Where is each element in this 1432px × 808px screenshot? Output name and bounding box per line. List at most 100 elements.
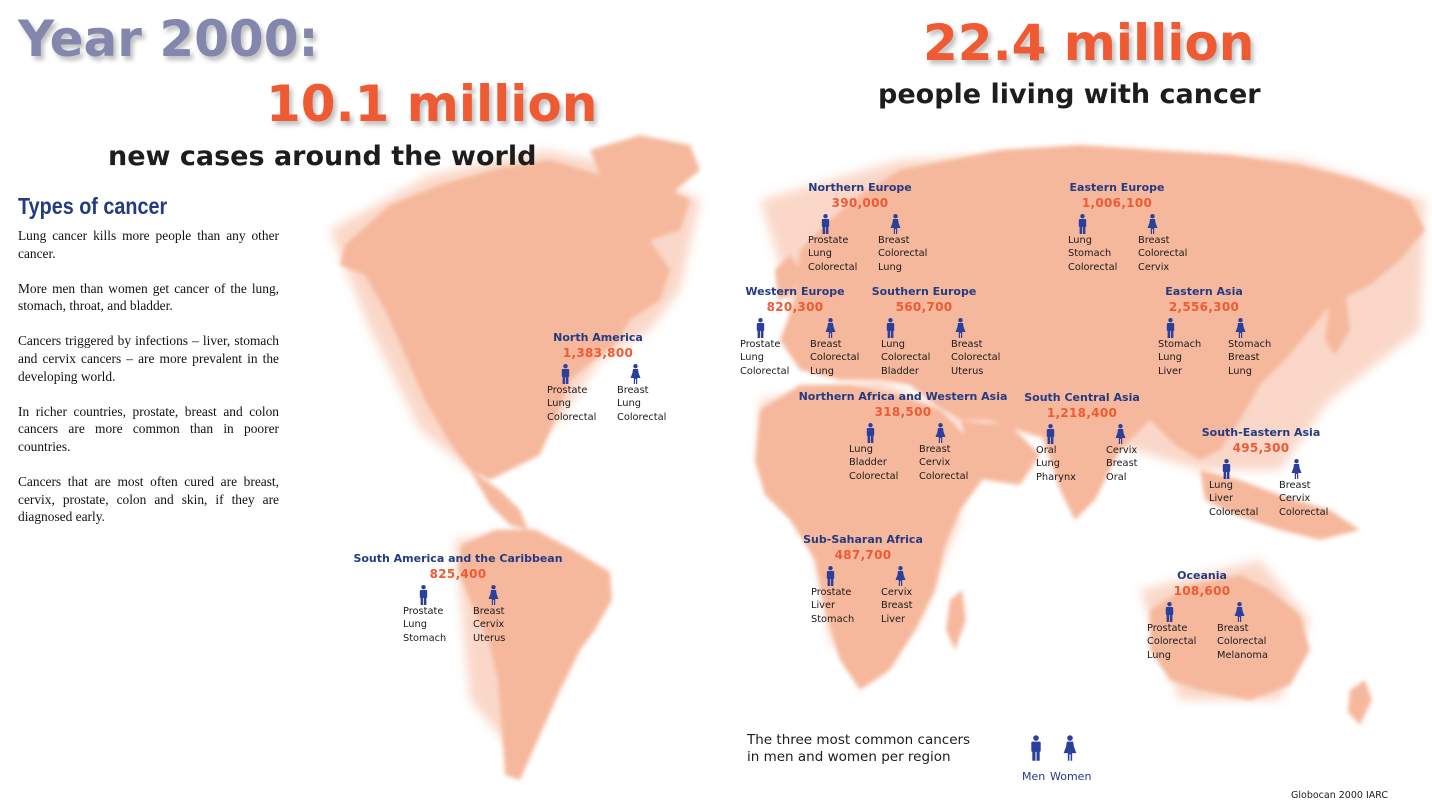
new-cases-subtitle: new cases around the world — [108, 141, 537, 172]
cancer-type: Stomach — [1158, 339, 1202, 350]
cancer-type: Colorectal — [1147, 636, 1197, 648]
men-cancer-list: Prostate Lung Stomach — [403, 605, 446, 645]
cancer-type: Cervix — [1279, 493, 1311, 505]
legend-line: in men and women per region — [747, 749, 951, 765]
women-cancer-list: Breast Cervix Uterus — [473, 605, 505, 645]
women-cancer-list: Breast Colorectal Uterus — [951, 338, 1000, 378]
cancer-type: Lung — [617, 398, 641, 410]
man-icon — [866, 423, 875, 443]
women-cancer-list: Breast Cervix Colorectal — [919, 443, 968, 483]
man-icon — [1046, 424, 1055, 444]
cancer-type: Prostate — [403, 606, 444, 617]
woman-icon — [488, 585, 499, 605]
men-cancer-list: Stomach Lung Liver — [1158, 338, 1201, 378]
cancer-type: Breast — [951, 339, 983, 350]
cancer-type: Liver — [1209, 493, 1234, 505]
man-icon — [1165, 602, 1174, 622]
region-case-count: 825,400 — [429, 567, 487, 581]
region-case-count: 318,500 — [874, 405, 932, 419]
cancer-type: Breast — [919, 444, 951, 455]
cancer-type: Prostate — [740, 339, 781, 350]
cancer-type: Breast — [810, 339, 842, 350]
source-credit: Globocan 2000 IARC — [1291, 790, 1388, 801]
women-cancer-list: Breast Colorectal Lung — [878, 234, 927, 274]
women-cancer-list: Breast Colorectal Melanoma — [1217, 622, 1268, 662]
cancer-type: Cervix — [881, 587, 913, 598]
region-name: North America — [553, 331, 643, 344]
cancer-type: Oral — [1106, 471, 1127, 483]
cancer-type: Prostate — [547, 385, 588, 396]
region-name: Southern Europe — [871, 285, 977, 298]
cancer-type: Lung — [1228, 365, 1252, 377]
region-case-count: 820,300 — [766, 300, 824, 314]
region-case-count: 1,383,800 — [562, 346, 634, 360]
cancer-type: Lung — [547, 398, 571, 410]
woman-icon — [935, 423, 946, 443]
legend-text: The three most common cancers in men and… — [747, 732, 970, 766]
women-cancer-list: Breast Lung Colorectal — [617, 384, 666, 424]
cancer-type: Breast — [473, 606, 505, 617]
men-cancer-list: Prostate Lung Colorectal — [547, 384, 596, 424]
cancer-type: Lung — [1158, 352, 1182, 364]
women-cancer-list: Breast Colorectal Cervix — [1138, 234, 1187, 274]
woman-icon — [825, 318, 836, 338]
region-case-count: 108,600 — [1173, 584, 1231, 598]
cancer-type: Stomach — [811, 613, 855, 625]
cancer-type: Lung — [1147, 649, 1171, 661]
types-of-cancer-text: Lung cancer kills more people than any o… — [18, 227, 279, 543]
region-case-count: 390,000 — [831, 196, 889, 210]
man-icon — [561, 364, 570, 384]
cancer-type: Colorectal — [547, 411, 597, 423]
cancer-type: Colorectal — [849, 470, 899, 482]
region-name: Eastern Europe — [1069, 181, 1165, 194]
cancer-type: Prostate — [808, 235, 849, 246]
cancer-type: Cervix — [473, 619, 505, 631]
cancer-type: Lung — [1068, 235, 1092, 246]
cancer-type: Breast — [1279, 480, 1311, 491]
men-cancer-list: Prostate Lung Colorectal — [740, 338, 789, 378]
types-paragraph: In richer countries, prostate, breast an… — [18, 403, 279, 454]
man-icon — [1031, 735, 1041, 761]
cancer-type: Pharynx — [1036, 471, 1076, 483]
legend-men-label: Men — [1022, 770, 1046, 783]
types-paragraph: Cancers that are most often cured are br… — [18, 473, 279, 525]
cancer-type: Melanoma — [1217, 649, 1268, 661]
cancer-type: Colorectal — [1138, 248, 1188, 260]
man-icon — [1078, 214, 1087, 234]
cancer-type: Colorectal — [740, 365, 790, 377]
cancer-type: Breast — [617, 385, 649, 396]
region-name: South America and the Caribbean — [353, 552, 563, 565]
cancer-type: Colorectal — [951, 352, 1001, 364]
cancer-type: Lung — [740, 352, 764, 364]
women-cancer-list: Stomach Breast Lung — [1228, 338, 1271, 378]
cancer-type: Uterus — [473, 632, 506, 644]
women-cancer-list: Cervix Breast Oral — [1106, 444, 1138, 484]
woman-icon — [890, 214, 901, 234]
cancer-type: Liver — [1158, 365, 1183, 377]
men-cancer-list: Prostate Lung Colorectal — [808, 234, 857, 274]
cancer-type: Bladder — [881, 365, 919, 377]
men-cancer-list: Lung Stomach Colorectal — [1068, 234, 1117, 274]
region-name: Northern Africa and Western Asia — [798, 390, 1008, 403]
region-name: Oceania — [1177, 569, 1227, 582]
cancer-type: Lung — [881, 339, 905, 350]
man-icon — [821, 214, 830, 234]
cancer-type: Stomach — [403, 632, 447, 644]
cancer-type: Lung — [878, 261, 902, 273]
woman-icon — [955, 318, 966, 338]
cancer-type: Colorectal — [617, 411, 667, 423]
region-case-count: 1,218,400 — [1046, 406, 1118, 420]
types-of-cancer-heading: Types of cancer — [18, 193, 168, 219]
woman-icon — [895, 566, 906, 586]
woman-icon — [1291, 459, 1302, 479]
types-paragraph: Cancers triggered by infections – liver,… — [18, 333, 279, 384]
region-name: South Central Asia — [1024, 391, 1140, 404]
cancer-type: Colorectal — [919, 470, 969, 482]
cancer-type: Cervix — [1138, 261, 1170, 273]
cancer-type: Breast — [878, 235, 910, 246]
men-cancer-list: Lung Liver Colorectal — [1209, 479, 1258, 519]
cancer-type: Colorectal — [881, 352, 931, 364]
cancer-type: Breast — [1228, 352, 1260, 364]
region-case-count: 2,556,300 — [1168, 300, 1240, 314]
cancer-type: Cervix — [919, 457, 951, 469]
